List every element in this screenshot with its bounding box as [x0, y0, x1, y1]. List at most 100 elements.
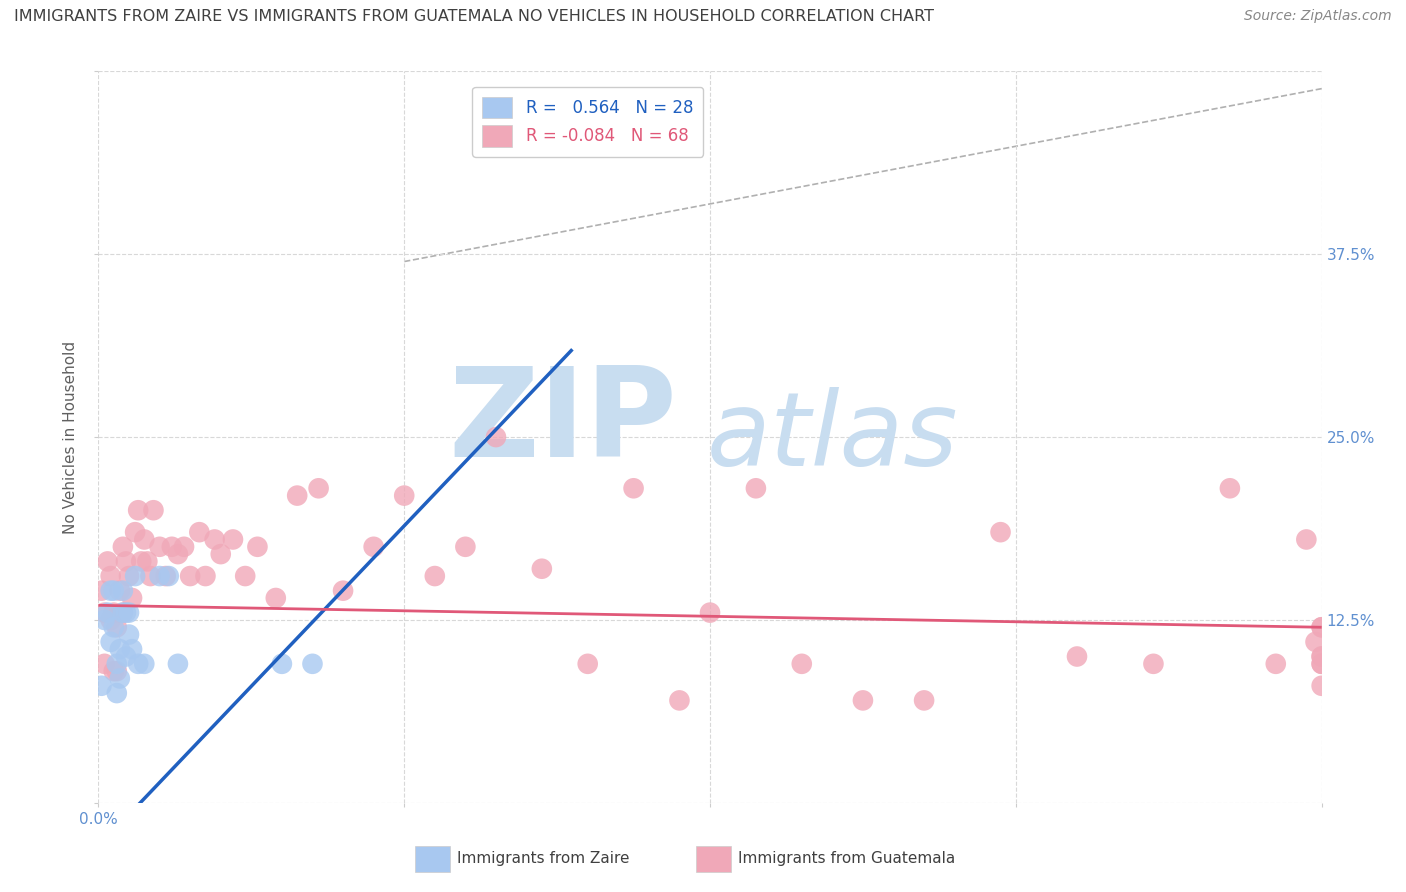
Point: [1310, 679, 1333, 693]
Point: [97, 606, 120, 620]
Point: [118, 627, 141, 641]
Point: [1310, 620, 1333, 634]
Point: [308, 481, 330, 495]
Point: [129, 554, 152, 568]
Point: [179, 569, 201, 583]
Point: [246, 540, 269, 554]
Point: [699, 606, 721, 620]
Point: [1295, 533, 1317, 547]
Point: [1219, 481, 1241, 495]
Point: [160, 540, 183, 554]
Point: [264, 591, 287, 605]
Point: [668, 693, 690, 707]
Point: [149, 540, 172, 554]
Text: Source: ZipAtlas.com: Source: ZipAtlas.com: [1244, 9, 1392, 23]
Point: [204, 533, 226, 547]
Point: [301, 657, 323, 671]
Point: [173, 540, 195, 554]
Point: [1402, 167, 1406, 181]
Point: [90, 679, 112, 693]
Point: [149, 569, 172, 583]
Point: [1310, 657, 1333, 671]
Point: [118, 606, 141, 620]
Point: [1310, 649, 1333, 664]
Point: [111, 583, 134, 598]
Point: [121, 591, 143, 605]
Text: ZIP: ZIP: [449, 362, 678, 483]
Point: [103, 620, 125, 634]
Point: [1305, 635, 1327, 649]
Point: [93, 606, 115, 620]
Point: [1402, 657, 1406, 671]
Point: [790, 657, 813, 671]
Point: [209, 547, 232, 561]
Point: [233, 569, 256, 583]
Legend: R =   0.564   N = 28, R = -0.084   N = 68: R = 0.564 N = 28, R = -0.084 N = 68: [472, 87, 703, 156]
Point: [100, 613, 122, 627]
Point: [1066, 649, 1088, 664]
Point: [111, 606, 134, 620]
Point: [100, 569, 122, 583]
Point: [1310, 649, 1333, 664]
Point: [93, 613, 115, 627]
Text: atlas: atlas: [707, 387, 957, 487]
Point: [100, 583, 122, 598]
Point: [108, 583, 131, 598]
Point: [194, 569, 217, 583]
Point: [124, 525, 146, 540]
Point: [121, 642, 143, 657]
Point: [1142, 657, 1164, 671]
Point: [576, 657, 599, 671]
Point: [745, 481, 768, 495]
Point: [90, 583, 112, 598]
Point: [136, 554, 159, 568]
Point: [134, 533, 156, 547]
Point: [103, 664, 125, 678]
Point: [454, 540, 477, 554]
Point: [100, 635, 122, 649]
Point: [423, 569, 446, 583]
Point: [105, 664, 128, 678]
Point: [127, 657, 149, 671]
Point: [115, 649, 138, 664]
Point: [105, 657, 128, 671]
Point: [270, 657, 292, 671]
Point: [530, 562, 553, 576]
Point: [188, 525, 211, 540]
Point: [392, 489, 416, 503]
Point: [97, 554, 120, 568]
Y-axis label: No Vehicles in Household: No Vehicles in Household: [63, 341, 79, 533]
Point: [222, 533, 245, 547]
Point: [103, 583, 125, 598]
Point: [912, 693, 935, 707]
Point: [118, 569, 141, 583]
Point: [167, 547, 190, 561]
Point: [105, 686, 128, 700]
Text: Immigrants from Zaire: Immigrants from Zaire: [457, 852, 630, 866]
Point: [285, 489, 308, 503]
Point: [115, 606, 138, 620]
Point: [142, 503, 165, 517]
Point: [111, 606, 134, 620]
Text: IMMIGRANTS FROM ZAIRE VS IMMIGRANTS FROM GUATEMALA NO VEHICLES IN HOUSEHOLD CORR: IMMIGRANTS FROM ZAIRE VS IMMIGRANTS FROM…: [14, 9, 934, 24]
Point: [1310, 620, 1333, 634]
Point: [108, 672, 131, 686]
Point: [134, 657, 156, 671]
Point: [155, 569, 177, 583]
Point: [167, 657, 190, 671]
Point: [990, 525, 1012, 540]
Point: [103, 606, 125, 620]
Point: [1264, 657, 1286, 671]
Point: [115, 554, 138, 568]
Point: [1310, 657, 1333, 671]
Point: [124, 569, 146, 583]
Point: [623, 481, 645, 495]
Point: [93, 657, 115, 671]
Point: [111, 540, 134, 554]
Point: [157, 569, 180, 583]
Point: [363, 540, 385, 554]
Point: [105, 620, 128, 634]
Text: Immigrants from Guatemala: Immigrants from Guatemala: [738, 852, 956, 866]
Point: [332, 583, 354, 598]
Point: [852, 693, 875, 707]
